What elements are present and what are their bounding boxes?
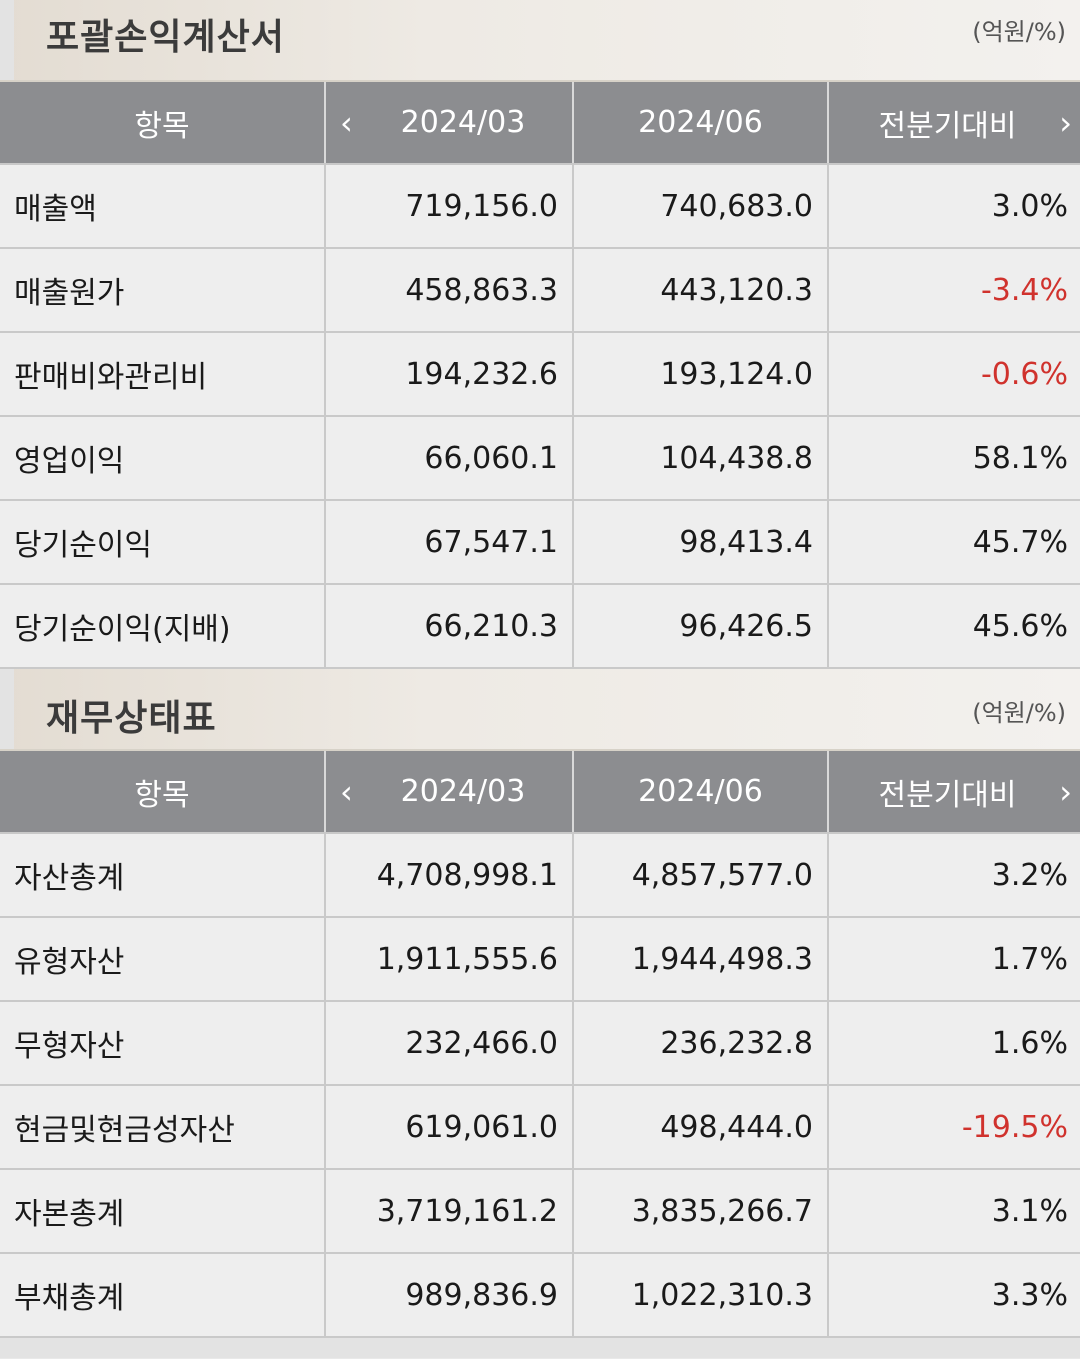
- curr-value-cell: 193,124.0: [573, 332, 829, 417]
- income-statement-title: 포괄손익계산서: [46, 17, 285, 58]
- change-cell: 1.7%: [828, 917, 1080, 1002]
- chevron-right-icon[interactable]: ›: [1059, 103, 1072, 142]
- column-header-item: 항목: [0, 751, 326, 834]
- prev-value-cell: 67,547.1: [325, 500, 574, 585]
- curr-value-cell: 96,426.5: [573, 584, 829, 669]
- prev-value-cell: 194,232.6: [325, 332, 574, 417]
- prev-value-cell: 989,836.9: [325, 1253, 574, 1338]
- item-cell: 당기순이익(지배): [0, 584, 326, 669]
- item-cell: 매출원가: [0, 248, 326, 333]
- table-row: 매출원가 458,863.3 443,120.3 -3.4%: [0, 248, 1080, 333]
- curr-value-cell: 236,232.8: [573, 1001, 829, 1086]
- curr-value-cell: 98,413.4: [573, 500, 829, 585]
- change-cell: 1.6%: [828, 1001, 1080, 1086]
- change-cell: -3.4%: [828, 248, 1080, 333]
- prev-value-cell: 619,061.0: [325, 1085, 574, 1170]
- chevron-left-icon[interactable]: ‹: [340, 772, 353, 811]
- table-row: 당기순이익(지배) 66,210.3 96,426.5 45.6%: [0, 584, 1080, 669]
- curr-value-cell: 443,120.3: [573, 248, 829, 333]
- chevron-right-icon[interactable]: ›: [1059, 772, 1072, 811]
- change-cell: 3.3%: [828, 1253, 1080, 1338]
- table-row: 무형자산 232,466.0 236,232.8 1.6%: [0, 1001, 1080, 1086]
- table-header-row: 항목 ‹ 2024/03 2024/06 전분기대비 ›: [0, 751, 1080, 834]
- item-cell: 자산총계: [0, 833, 326, 918]
- change-cell: 3.0%: [828, 164, 1080, 249]
- item-cell: 부채총계: [0, 1253, 326, 1338]
- column-header-item: 항목: [0, 82, 326, 165]
- item-cell: 무형자산: [0, 1001, 326, 1086]
- prev-value-cell: 458,863.3: [325, 248, 574, 333]
- column-header-prev: ‹ 2024/03: [325, 82, 574, 165]
- prev-value-cell: 4,708,998.1: [325, 833, 574, 918]
- item-cell: 당기순이익: [0, 500, 326, 585]
- item-cell: 자본총계: [0, 1169, 326, 1254]
- curr-value-cell: 4,857,577.0: [573, 833, 829, 918]
- column-header-curr: 2024/06: [573, 82, 829, 165]
- table-row: 현금및현금성자산 619,061.0 498,444.0 -19.5%: [0, 1085, 1080, 1170]
- balance-sheet-title: 재무상태표: [46, 698, 217, 739]
- bottom-edge: [0, 1338, 1080, 1358]
- change-cell: 3.2%: [828, 833, 1080, 918]
- column-header-change: 전분기대비 ›: [828, 82, 1080, 165]
- curr-value-cell: 104,438.8: [573, 416, 829, 501]
- item-cell: 매출액: [0, 164, 326, 249]
- change-cell: 58.1%: [828, 416, 1080, 501]
- curr-value-cell: 3,835,266.7: [573, 1169, 829, 1254]
- table-row: 매출액 719,156.0 740,683.0 3.0%: [0, 164, 1080, 249]
- item-cell: 현금및현금성자산: [0, 1085, 326, 1170]
- prev-value-cell: 3,719,161.2: [325, 1169, 574, 1254]
- prev-value-cell: 1,911,555.6: [325, 917, 574, 1002]
- balance-sheet-table: 항목 ‹ 2024/03 2024/06 전분기대비 › 자산총계 4,708,9…: [0, 751, 1080, 1338]
- curr-value-cell: 1,022,310.3: [573, 1253, 829, 1338]
- prev-value-cell: 66,060.1: [325, 416, 574, 501]
- item-cell: 판매비와관리비: [0, 332, 326, 417]
- table-row: 유형자산 1,911,555.6 1,944,498.3 1.7%: [0, 917, 1080, 1002]
- table-row: 영업이익 66,060.1 104,438.8 58.1%: [0, 416, 1080, 501]
- item-cell: 영업이익: [0, 416, 326, 501]
- column-header-curr: 2024/06: [573, 751, 829, 834]
- table-header-row: 항목 ‹ 2024/03 2024/06 전분기대비 ›: [0, 82, 1080, 165]
- chevron-left-icon[interactable]: ‹: [340, 103, 353, 142]
- table-row: 판매비와관리비 194,232.6 193,124.0 -0.6%: [0, 332, 1080, 417]
- table-row: 당기순이익 67,547.1 98,413.4 45.7%: [0, 500, 1080, 585]
- prev-value-cell: 66,210.3: [325, 584, 574, 669]
- income-statement-unit: (억원/%): [972, 18, 1066, 46]
- change-cell: -0.6%: [828, 332, 1080, 417]
- column-header-change: 전분기대비 ›: [828, 751, 1080, 834]
- column-header-prev: ‹ 2024/03: [325, 751, 574, 834]
- balance-sheet-header: 재무상태표 (억원/%): [0, 669, 1080, 751]
- table-row: 부채총계 989,836.9 1,022,310.3 3.3%: [0, 1253, 1080, 1338]
- curr-value-cell: 1,944,498.3: [573, 917, 829, 1002]
- income-statement-header: 포괄손익계산서 (억원/%): [0, 0, 1080, 82]
- curr-value-cell: 740,683.0: [573, 164, 829, 249]
- change-cell: -19.5%: [828, 1085, 1080, 1170]
- curr-value-cell: 498,444.0: [573, 1085, 829, 1170]
- change-cell: 45.7%: [828, 500, 1080, 585]
- change-cell: 45.6%: [828, 584, 1080, 669]
- prev-value-cell: 232,466.0: [325, 1001, 574, 1086]
- item-cell: 유형자산: [0, 917, 326, 1002]
- income-statement-table: 항목 ‹ 2024/03 2024/06 전분기대비 › 매출액 719,156.…: [0, 82, 1080, 669]
- prev-value-cell: 719,156.0: [325, 164, 574, 249]
- change-cell: 3.1%: [828, 1169, 1080, 1254]
- table-row: 자본총계 3,719,161.2 3,835,266.7 3.1%: [0, 1169, 1080, 1254]
- balance-sheet-unit: (억원/%): [972, 699, 1066, 727]
- table-row: 자산총계 4,708,998.1 4,857,577.0 3.2%: [0, 833, 1080, 918]
